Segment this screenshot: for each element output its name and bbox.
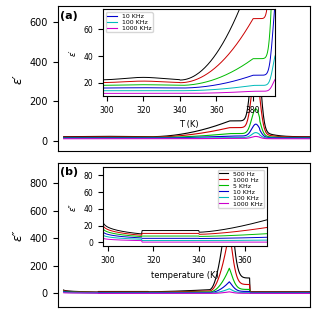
Y-axis label: ε″: ε″ (12, 229, 25, 241)
Text: (b): (b) (60, 167, 78, 177)
Text: (a): (a) (60, 11, 78, 21)
Y-axis label: ε′: ε′ (12, 74, 25, 84)
